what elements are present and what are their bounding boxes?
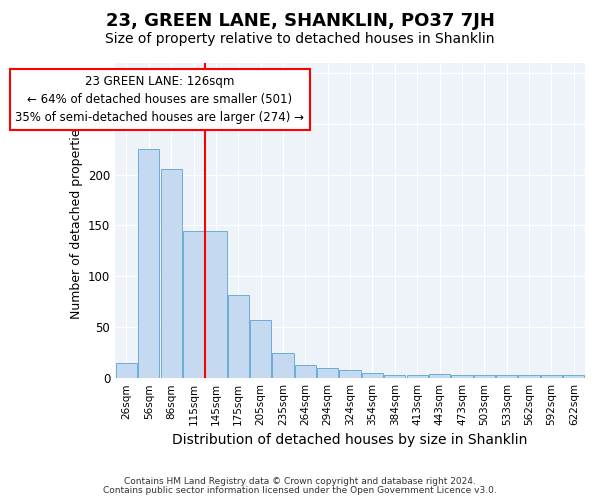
Text: Contains HM Land Registry data © Crown copyright and database right 2024.: Contains HM Land Registry data © Crown c… xyxy=(124,477,476,486)
Bar xyxy=(227,294,249,378)
Bar xyxy=(474,375,495,378)
Bar xyxy=(295,365,316,378)
Bar xyxy=(317,368,338,378)
Text: Contains public sector information licensed under the Open Government Licence v3: Contains public sector information licen… xyxy=(103,486,497,495)
Bar xyxy=(563,375,584,378)
Text: 23 GREEN LANE: 126sqm
← 64% of detached houses are smaller (501)
35% of semi-det: 23 GREEN LANE: 126sqm ← 64% of detached … xyxy=(16,74,304,124)
Bar xyxy=(272,352,293,378)
Bar xyxy=(451,375,473,378)
Bar xyxy=(362,373,383,378)
Bar xyxy=(205,230,227,378)
Bar xyxy=(183,230,204,378)
Bar xyxy=(429,374,450,378)
Bar xyxy=(161,170,182,378)
X-axis label: Distribution of detached houses by size in Shanklin: Distribution of detached houses by size … xyxy=(172,434,528,448)
Text: Size of property relative to detached houses in Shanklin: Size of property relative to detached ho… xyxy=(105,32,495,46)
Text: 23, GREEN LANE, SHANKLIN, PO37 7JH: 23, GREEN LANE, SHANKLIN, PO37 7JH xyxy=(106,12,494,30)
Bar xyxy=(340,370,361,378)
Bar xyxy=(407,375,428,378)
Bar xyxy=(496,375,517,378)
Bar xyxy=(250,320,271,378)
Bar xyxy=(138,149,160,378)
Bar xyxy=(518,375,539,378)
Bar xyxy=(116,363,137,378)
Bar xyxy=(384,375,406,378)
Y-axis label: Number of detached properties: Number of detached properties xyxy=(70,122,83,319)
Bar xyxy=(541,375,562,378)
